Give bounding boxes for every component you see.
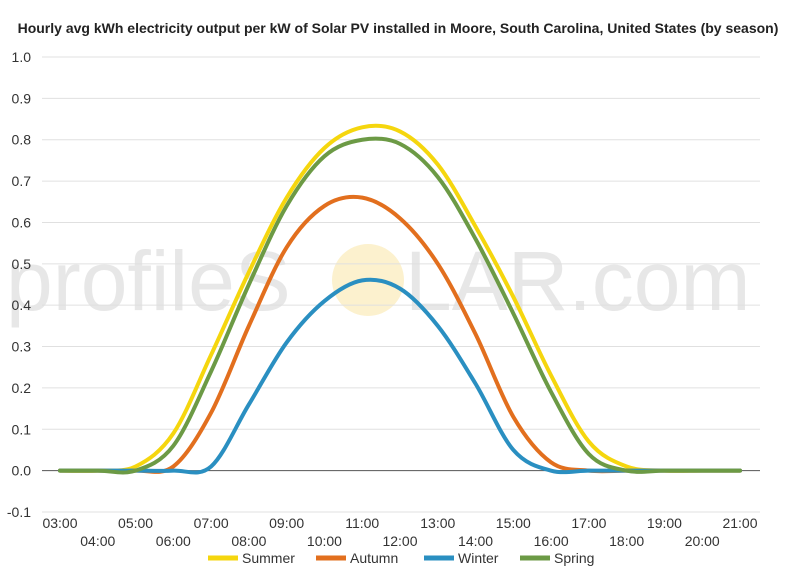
legend-label-winter: Winter [458, 550, 499, 566]
x-tick-label: 14:00 [458, 533, 493, 549]
y-tick-label: 0.2 [12, 380, 32, 396]
series-lines [58, 123, 742, 475]
x-tick-label: 15:00 [496, 515, 531, 531]
x-tick-label: 16:00 [534, 533, 569, 549]
y-tick-label: 0.3 [12, 339, 32, 355]
y-tick-label: 0.5 [12, 256, 32, 272]
legend-label-autumn: Autumn [350, 550, 398, 566]
watermark-left-text: profileS [6, 234, 291, 328]
x-tick-label: 19:00 [647, 515, 682, 531]
y-tick-label: 1.0 [12, 49, 32, 65]
x-tick-label: 04:00 [80, 533, 115, 549]
x-tick-label: 21:00 [722, 515, 757, 531]
y-axis-ticks: -0.1 0.0 0.1 0.2 0.3 0.4 0.5 0.6 0.7 0.8 0.9 1.0 [7, 49, 31, 520]
legend: Summer Autumn Winter Spring [208, 550, 594, 566]
y-tick-label: 0.1 [12, 421, 32, 437]
y-tick-label: -0.1 [7, 504, 31, 520]
y-tick-label: 0.9 [12, 90, 32, 106]
x-tick-label: 18:00 [609, 533, 644, 549]
x-tick-label: 11:00 [345, 515, 379, 531]
x-tick-label: 06:00 [156, 533, 191, 549]
x-tick-label: 09:00 [269, 515, 304, 531]
x-tick-label: 07:00 [194, 515, 229, 531]
x-tick-label: 10:00 [307, 533, 342, 549]
y-tick-label: 0.4 [12, 297, 32, 313]
x-tick-label: 05:00 [118, 515, 153, 531]
x-tick-label: 08:00 [231, 533, 266, 549]
series-line-summer [58, 123, 742, 473]
chart-title: Hourly avg kWh electricity output per kW… [18, 20, 779, 36]
x-tick-label: 12:00 [382, 533, 417, 549]
y-tick-label: 0.7 [12, 173, 32, 189]
x-tick-label: 13:00 [420, 515, 455, 531]
legend-label-spring: Spring [554, 550, 594, 566]
y-tick-label: 0.8 [12, 132, 32, 148]
grid-lines [42, 56, 760, 513]
series-line-spring [58, 136, 742, 475]
legend-label-summer: Summer [242, 550, 295, 566]
watermark-right-text: LAR.com [405, 234, 750, 328]
y-tick-label: 0.6 [12, 214, 32, 230]
x-axis-ticks: 03:0004:0005:0006:0007:0008:0009:0010:00… [42, 515, 757, 549]
y-tick-label: 0.0 [12, 463, 32, 479]
x-tick-label: 20:00 [685, 533, 720, 549]
x-tick-label: 03:00 [42, 515, 77, 531]
x-tick-label: 17:00 [571, 515, 606, 531]
